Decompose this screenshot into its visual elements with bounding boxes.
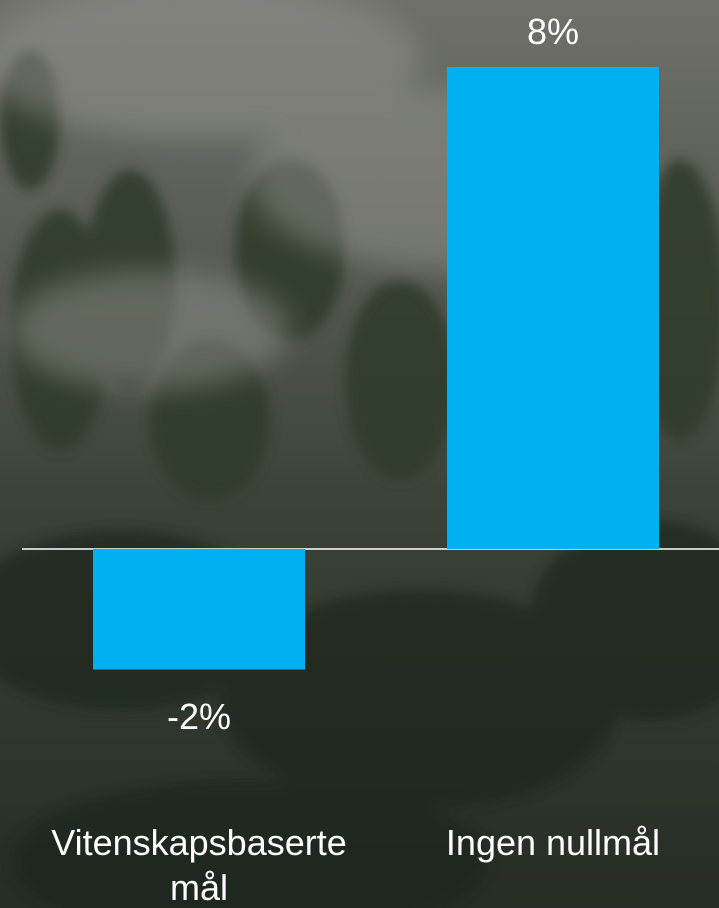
bar [93, 549, 305, 670]
value-label: -2% [166, 695, 232, 737]
value-label: 8% [526, 11, 580, 52]
x-tick-label: Vitenskapsbaserte mål [51, 822, 347, 908]
bar [447, 67, 659, 549]
x-tick-label: Ingen nullmål [445, 822, 661, 863]
